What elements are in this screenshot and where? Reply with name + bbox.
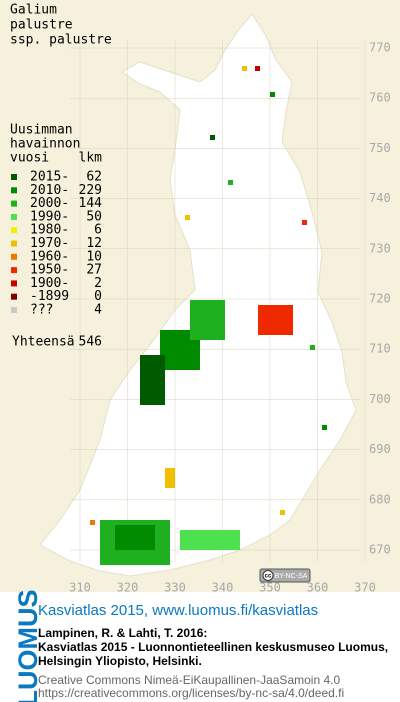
square <box>242 66 247 71</box>
x-tick-label: 330 <box>164 581 186 595</box>
occurrence-squares <box>90 66 327 565</box>
square <box>310 345 315 350</box>
legend-count: 12 <box>86 236 102 251</box>
citation-line: Helsingin Yliopisto, Helsinki. <box>38 654 202 668</box>
legend-swatch <box>11 174 17 180</box>
legend-swatch <box>11 187 17 194</box>
legend-count: 10 <box>86 249 102 264</box>
legend-swatch <box>11 280 17 287</box>
legend-count: 6 <box>94 223 102 238</box>
license-line: https://creativecommons.org/licenses/by-… <box>38 686 344 700</box>
square <box>185 215 190 220</box>
legend-total-label: Yhteensä <box>12 335 75 350</box>
legend-swatch <box>11 307 17 313</box>
title-line: palustre <box>10 18 73 33</box>
x-tick-label: 340 <box>212 581 234 595</box>
square <box>90 520 95 525</box>
y-tick-label: 750 <box>369 141 391 155</box>
title-line: ssp. palustre <box>10 33 112 48</box>
y-tick-label: 710 <box>369 342 391 356</box>
legend-swatch <box>11 200 17 207</box>
legend-label: ??? <box>30 303 53 318</box>
legend-count-header: lkm <box>79 151 103 166</box>
legend-swatch <box>11 227 17 234</box>
square <box>280 510 285 515</box>
license-line: Creative Commons Nimeä-EiKaupallinen-Jaa… <box>38 673 340 687</box>
legend-swatch <box>11 253 17 260</box>
citation-line: Lampinen, R. & Lahti, T. 2016: <box>38 626 207 640</box>
square <box>228 180 233 185</box>
citation-line: Kasviatlas 2015 - Luonnontieteellinen ke… <box>38 640 388 654</box>
legend-count: 229 <box>79 183 102 198</box>
square <box>255 66 260 71</box>
legend-header: vuosi <box>10 151 49 166</box>
y-tick-label: 730 <box>369 241 391 255</box>
legend-label: 1980- <box>30 223 69 238</box>
legend-label: 1970- <box>30 236 69 251</box>
title-line: Galium <box>10 3 57 18</box>
square <box>270 92 275 97</box>
legend-count: 50 <box>86 209 102 224</box>
y-tick-label: 680 <box>369 492 391 506</box>
square-cluster <box>165 468 175 488</box>
square-cluster <box>190 300 225 340</box>
finland-outline <box>39 13 357 577</box>
x-tick-label: 310 <box>69 581 91 595</box>
y-tick-label: 760 <box>369 91 391 105</box>
legend-count: 144 <box>79 196 103 211</box>
brand: LUOMUS <box>13 590 43 702</box>
square <box>210 135 215 140</box>
legend-swatch <box>11 213 17 220</box>
headline: Kasviatlas 2015, www.luomus.fi/kasviatla… <box>38 602 318 619</box>
legend-header: Uusimman <box>10 123 73 138</box>
y-tick-label: 720 <box>369 292 391 306</box>
footer-text: Lampinen, R. & Lahti, T. 2016:Kasviatlas… <box>38 626 388 700</box>
footer-background <box>0 592 400 702</box>
x-tick-label: 370 <box>354 581 376 595</box>
license-badge: cc BY-NC-SA <box>259 568 311 583</box>
cc-circle <box>262 570 274 581</box>
legend-label: 1990- <box>30 209 69 224</box>
legend-label: 1900- <box>30 276 69 291</box>
x-tick-label: 320 <box>117 581 139 595</box>
legend-count: 27 <box>86 263 102 278</box>
square-cluster <box>140 355 165 405</box>
y-tick-label: 770 <box>369 41 391 55</box>
legend-count: 2 <box>94 276 102 291</box>
legend-total: 546 <box>79 335 102 350</box>
y-tick-label: 690 <box>369 442 391 456</box>
legend-swatch <box>11 240 17 247</box>
legend-label: 1950- <box>30 263 69 278</box>
x-tick-label: 360 <box>307 581 329 595</box>
legend-swatch <box>11 293 17 300</box>
square <box>322 425 327 430</box>
cc-icon: cc <box>265 574 272 580</box>
legend-count: 62 <box>86 170 102 185</box>
y-tick-label: 740 <box>369 191 391 205</box>
legend-label: -1899 <box>30 289 69 304</box>
legend-count: 0 <box>94 289 102 304</box>
square-cluster <box>258 305 293 335</box>
badge-box <box>259 568 311 583</box>
legend-count: 4 <box>94 303 102 318</box>
legend-label: 2000- <box>30 196 69 211</box>
square-cluster <box>115 525 155 550</box>
legend-header: havainnon <box>10 137 80 152</box>
legend-swatch <box>11 267 17 274</box>
legend-label: 2015- <box>30 170 69 185</box>
square <box>302 220 307 225</box>
y-tick-label: 700 <box>369 392 391 406</box>
x-tick-label: 350 <box>259 581 281 595</box>
y-tick-label: 670 <box>369 543 391 557</box>
badge-text: BY-NC-SA <box>275 573 308 580</box>
legend-label: 1960- <box>30 249 69 264</box>
legend-label: 2010- <box>30 183 69 198</box>
square-cluster <box>180 530 240 550</box>
